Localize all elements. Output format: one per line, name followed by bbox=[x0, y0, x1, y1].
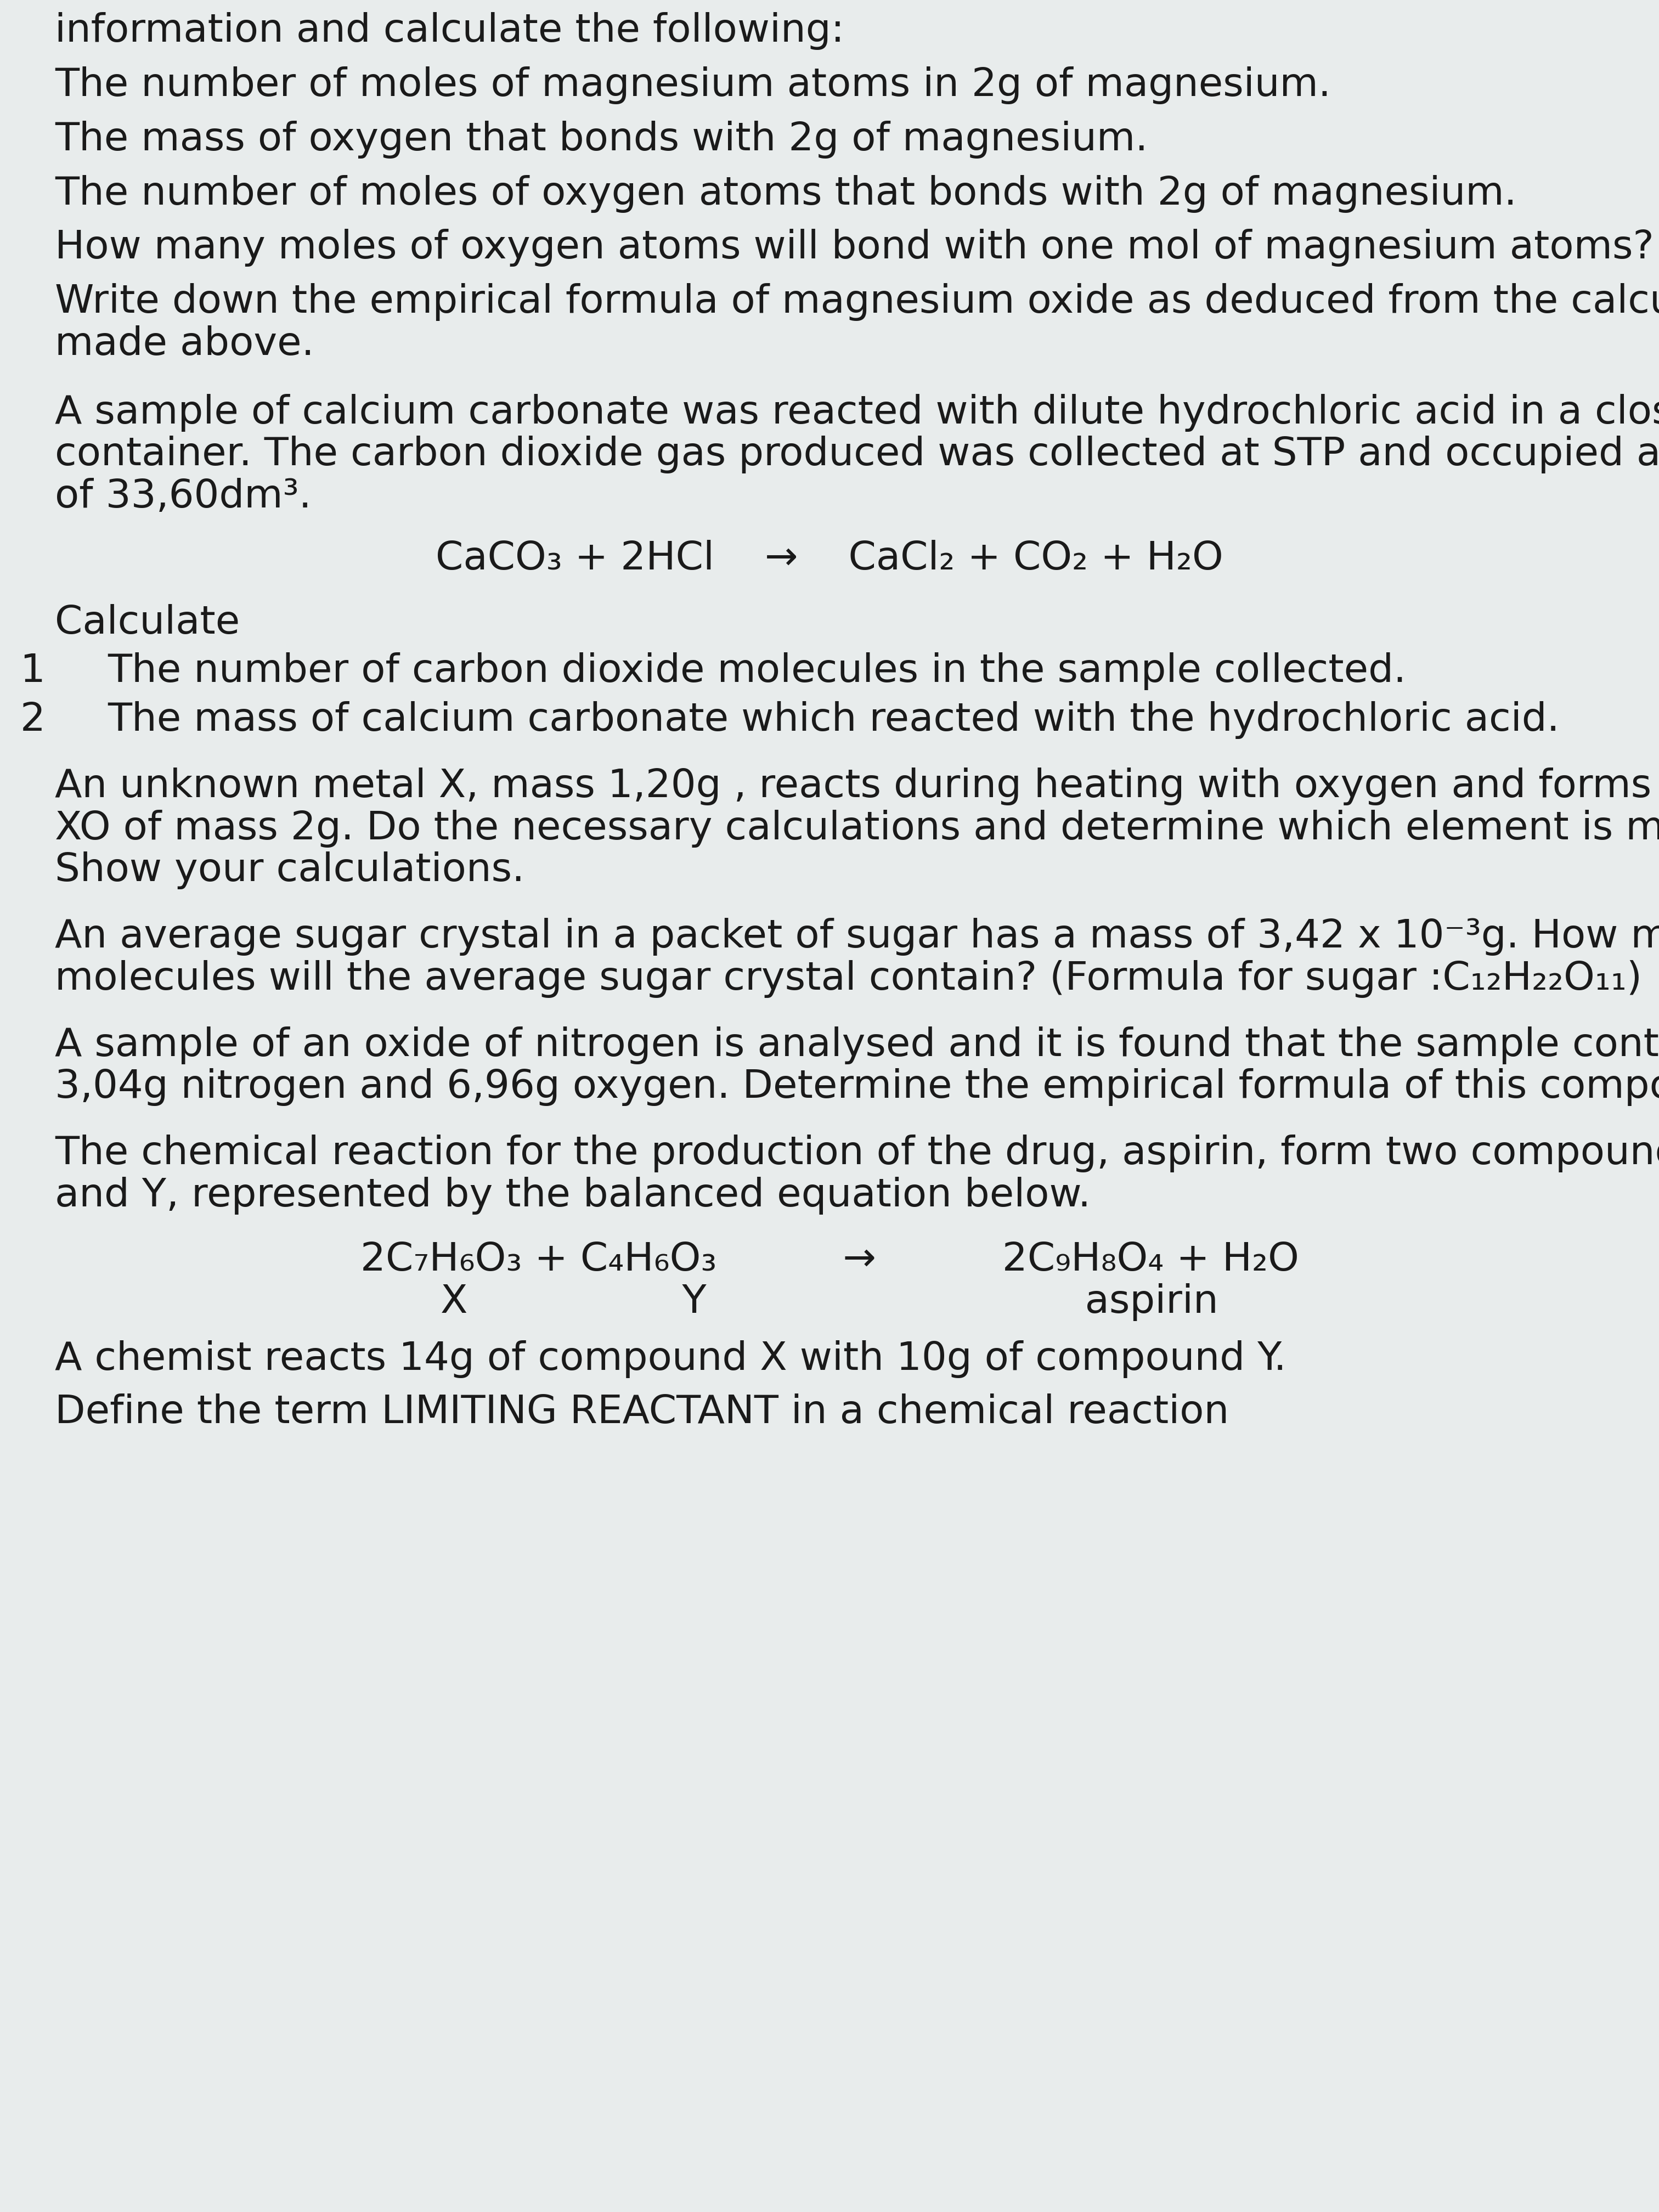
Text: made above.: made above. bbox=[55, 325, 314, 363]
Text: and Y, represented by the balanced equation below.: and Y, represented by the balanced equat… bbox=[55, 1177, 1090, 1214]
Text: X                 Y                              aspirin: X Y aspirin bbox=[441, 1283, 1218, 1321]
Text: The mass of calcium carbonate which reacted with the hydrochloric acid.: The mass of calcium carbonate which reac… bbox=[108, 701, 1559, 739]
Text: How many moles of oxygen atoms will bond with one mol of magnesium atoms?: How many moles of oxygen atoms will bond… bbox=[55, 230, 1654, 268]
Text: of 33,60dm³.: of 33,60dm³. bbox=[55, 478, 312, 515]
Text: A sample of calcium carbonate was reacted with dilute hydrochloric acid in a clo: A sample of calcium carbonate was reacte… bbox=[55, 394, 1659, 431]
Text: An average sugar crystal in a packet of sugar has a mass of 3,42 x 10⁻³g. How ma: An average sugar crystal in a packet of … bbox=[55, 918, 1659, 956]
Text: A chemist reacts 14g of compound X with 10g of compound Y.: A chemist reacts 14g of compound X with … bbox=[55, 1340, 1286, 1378]
Text: Write down the empirical formula of magnesium oxide as deduced from the calculat: Write down the empirical formula of magn… bbox=[55, 283, 1659, 321]
Text: The number of carbon dioxide molecules in the sample collected.: The number of carbon dioxide molecules i… bbox=[108, 653, 1407, 690]
Text: The chemical reaction for the production of the drug, aspirin, form two compound: The chemical reaction for the production… bbox=[55, 1135, 1659, 1172]
Text: A sample of an oxide of nitrogen is analysed and it is found that the sample con: A sample of an oxide of nitrogen is anal… bbox=[55, 1026, 1659, 1064]
Text: An unknown metal X, mass 1,20g , reacts during heating with oxygen and forms an : An unknown metal X, mass 1,20g , reacts … bbox=[55, 768, 1659, 805]
Text: 2C₇H₆O₃ + C₄H₆O₃          →          2C₉H₈O₄ + H₂O: 2C₇H₆O₃ + C₄H₆O₃ → 2C₉H₈O₄ + H₂O bbox=[360, 1241, 1299, 1279]
Text: 2: 2 bbox=[20, 701, 45, 739]
Text: The mass of oxygen that bonds with 2g of magnesium.: The mass of oxygen that bonds with 2g of… bbox=[55, 122, 1148, 159]
Text: Define the term LIMITING REACTANT in a chemical reaction: Define the term LIMITING REACTANT in a c… bbox=[55, 1394, 1229, 1431]
Text: Calculate: Calculate bbox=[55, 604, 241, 641]
Text: The number of moles of magnesium atoms in 2g of magnesium.: The number of moles of magnesium atoms i… bbox=[55, 66, 1331, 104]
Text: Show your calculations.: Show your calculations. bbox=[55, 852, 524, 889]
Text: molecules will the average sugar crystal contain? (Formula for sugar :C₁₂H₂₂O₁₁): molecules will the average sugar crystal… bbox=[55, 960, 1642, 998]
Text: information and calculate the following:: information and calculate the following: bbox=[55, 13, 844, 51]
Text: container. The carbon dioxide gas produced was collected at STP and occupied a v: container. The carbon dioxide gas produc… bbox=[55, 436, 1659, 473]
Text: 3,04g nitrogen and 6,96g oxygen. Determine the empirical formula of this compoun: 3,04g nitrogen and 6,96g oxygen. Determi… bbox=[55, 1068, 1659, 1106]
Text: The number of moles of oxygen atoms that bonds with 2g of magnesium.: The number of moles of oxygen atoms that… bbox=[55, 175, 1516, 212]
Text: XO of mass 2g. Do the necessary calculations and determine which element is meta: XO of mass 2g. Do the necessary calculat… bbox=[55, 810, 1659, 847]
Text: CaCO₃ + 2HCl    →    CaCl₂ + CO₂ + H₂O: CaCO₃ + 2HCl → CaCl₂ + CO₂ + H₂O bbox=[436, 540, 1223, 577]
Text: 1: 1 bbox=[20, 653, 45, 690]
